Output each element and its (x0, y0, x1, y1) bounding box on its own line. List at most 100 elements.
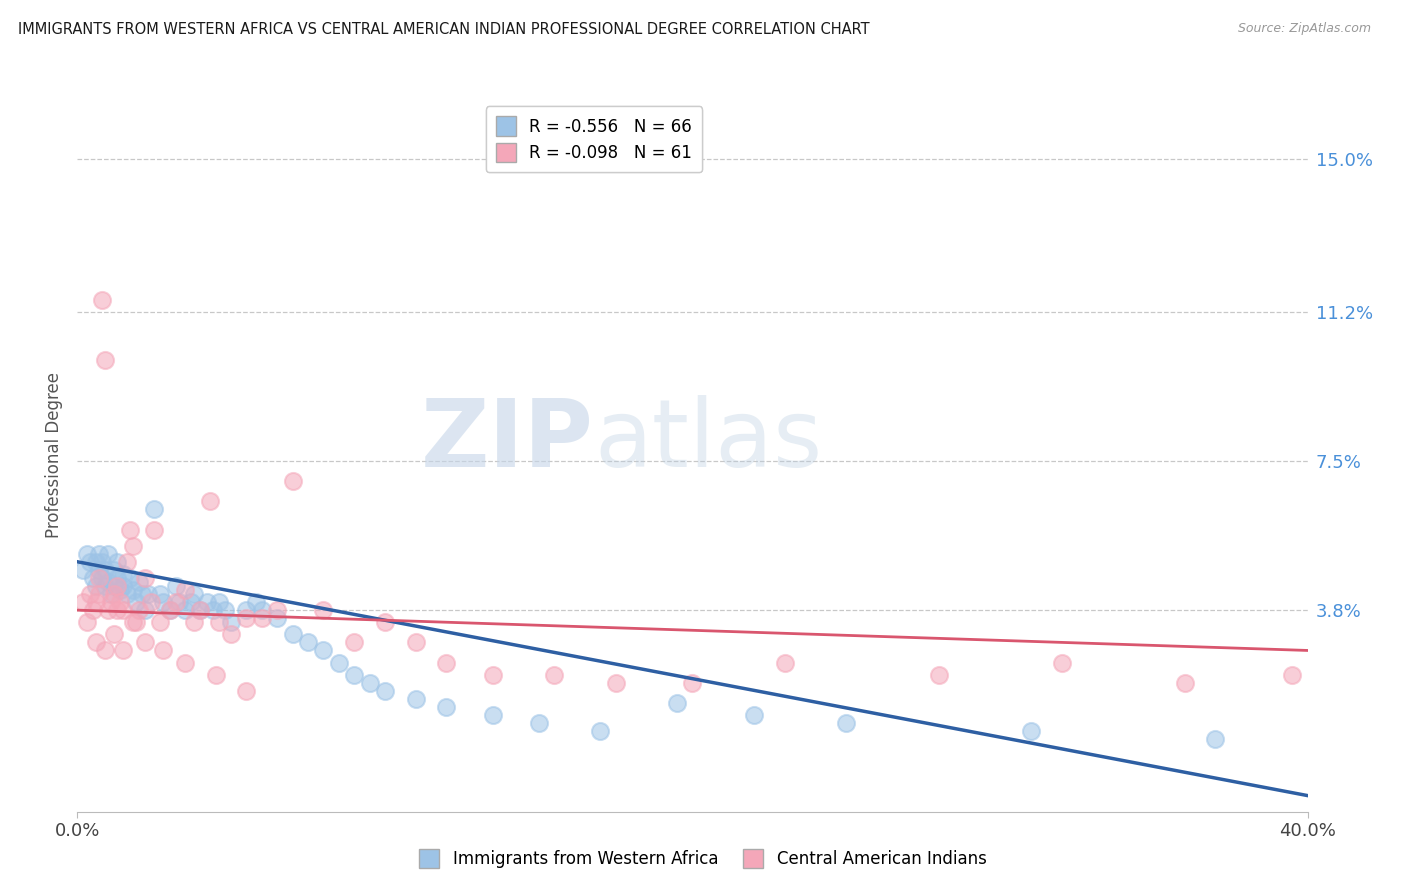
Point (1204, 732, 1226, 747)
Point (235, 603, 257, 617)
Point (374, 615, 396, 630)
Point (605, 675, 627, 690)
Legend: Immigrants from Western Africa, Central American Indians: Immigrants from Western Africa, Central … (413, 842, 993, 875)
Point (343, 667, 366, 681)
Point (76, 547, 98, 561)
Point (82, 571, 104, 585)
Point (105, 555, 128, 569)
Point (152, 595, 174, 609)
Point (105, 603, 128, 617)
Point (121, 615, 143, 630)
Point (208, 615, 231, 630)
Point (188, 603, 212, 617)
Point (118, 523, 141, 537)
Point (136, 587, 159, 601)
Point (94, 579, 117, 593)
Point (481, 708, 503, 723)
Point (143, 523, 166, 537)
Point (103, 587, 125, 601)
Legend: R = -0.556   N = 66, R = -0.098   N = 61: R = -0.556 N = 66, R = -0.098 N = 61 (486, 106, 702, 172)
Point (174, 582, 197, 597)
Point (121, 539, 143, 553)
Point (112, 603, 135, 617)
Text: ZIP: ZIP (422, 394, 595, 487)
Point (76, 615, 98, 630)
Point (131, 587, 153, 601)
Point (281, 474, 304, 488)
Point (112, 579, 135, 593)
Point (167, 595, 190, 609)
Point (374, 683, 396, 698)
Point (94, 353, 117, 368)
Point (90, 571, 114, 585)
Point (134, 603, 156, 617)
Point (1281, 667, 1303, 681)
Point (115, 555, 138, 569)
Point (87, 571, 110, 585)
Point (297, 635, 319, 649)
Point (1050, 656, 1073, 670)
Point (103, 563, 125, 577)
Point (174, 603, 197, 617)
Point (149, 587, 172, 601)
Point (183, 615, 205, 630)
Point (100, 587, 122, 601)
Point (174, 656, 197, 670)
Point (589, 724, 612, 739)
Point (94, 563, 117, 577)
Text: Source: ZipAtlas.com: Source: ZipAtlas.com (1237, 22, 1371, 36)
Point (165, 579, 187, 593)
Point (84, 555, 107, 569)
Text: IMMIGRANTS FROM WESTERN AFRICA VS CENTRAL AMERICAN INDIAN PROFESSIONAL DEGREE CO: IMMIGRANTS FROM WESTERN AFRICA VS CENTRA… (18, 22, 870, 37)
Point (208, 595, 231, 609)
Point (97, 603, 120, 617)
Point (125, 615, 148, 630)
Point (79, 587, 101, 601)
Point (90, 293, 114, 307)
Point (481, 667, 503, 681)
Point (110, 595, 132, 609)
Point (666, 696, 689, 710)
Point (112, 643, 135, 657)
Point (250, 611, 273, 625)
Point (112, 566, 135, 581)
Point (1174, 675, 1197, 690)
Point (405, 691, 427, 706)
Point (110, 582, 132, 597)
Point (835, 716, 858, 731)
Point (72, 563, 94, 577)
Point (82, 603, 104, 617)
Point (682, 675, 704, 690)
Point (128, 574, 150, 589)
Point (235, 683, 257, 698)
Point (125, 595, 148, 609)
Point (90, 555, 114, 569)
Point (121, 582, 143, 597)
Point (436, 656, 458, 670)
Point (72, 595, 94, 609)
Y-axis label: Professional Degree: Professional Degree (45, 372, 63, 538)
Point (134, 635, 156, 649)
Point (195, 595, 218, 609)
Point (527, 716, 550, 731)
Point (152, 643, 174, 657)
Point (266, 603, 288, 617)
Point (87, 563, 110, 577)
Point (79, 555, 101, 569)
Point (94, 643, 117, 657)
Point (204, 667, 226, 681)
Point (359, 675, 381, 690)
Point (312, 643, 335, 657)
Point (328, 656, 350, 670)
Point (405, 635, 427, 649)
Point (87, 547, 110, 561)
Point (245, 595, 267, 609)
Point (159, 603, 181, 617)
Point (201, 603, 224, 617)
Point (219, 615, 242, 630)
Point (84, 595, 107, 609)
Point (235, 611, 257, 625)
Point (128, 603, 150, 617)
Point (165, 595, 187, 609)
Point (149, 615, 172, 630)
